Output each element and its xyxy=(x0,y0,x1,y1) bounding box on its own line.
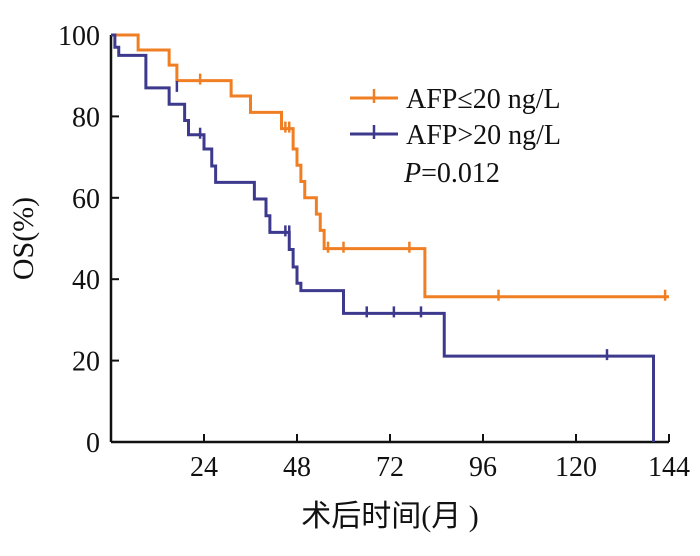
y-tick-label-20: 20 xyxy=(72,347,100,378)
legend-label-afp-low: AFP≤20 ng/L xyxy=(406,84,561,115)
x-tick-label-144: 144 xyxy=(648,452,690,483)
x-axis-title: 术后时间(月 ) xyxy=(301,500,478,533)
x-tick-label-72: 72 xyxy=(376,452,404,483)
x-tick-label-48: 48 xyxy=(283,452,311,483)
y-axis-title: OS(%) xyxy=(7,197,40,280)
p-value-symbol: P xyxy=(403,158,421,189)
y-tick-label-60: 60 xyxy=(72,184,100,215)
series-0 xyxy=(111,33,669,301)
y-tick-label-40: 40 xyxy=(72,265,100,296)
y-tick-label-100: 100 xyxy=(58,21,100,52)
x-tick-label-24: 24 xyxy=(190,452,218,483)
series-layer xyxy=(111,33,669,442)
x-tick-label-120: 120 xyxy=(555,452,597,483)
survival-curve-0 xyxy=(111,33,669,299)
x-tick-label-96: 96 xyxy=(469,452,497,483)
p-value-text: =0.012 xyxy=(421,158,500,189)
series-1 xyxy=(111,33,655,442)
axes: 24 48 72 96 120 144 0 20 40 60 80 100 术后时间(月 ) OS(%) xyxy=(7,21,690,533)
legend: AFP≤20 ng/L AFP>20 ng/L P=0.012 xyxy=(350,84,561,189)
y-tick-label-0: 0 xyxy=(86,428,100,459)
y-tick-label-80: 80 xyxy=(72,102,100,133)
p-value-label: P=0.012 xyxy=(403,158,500,189)
survival-curve-1 xyxy=(111,33,655,442)
legend-label-afp-high: AFP>20 ng/L xyxy=(406,120,561,151)
